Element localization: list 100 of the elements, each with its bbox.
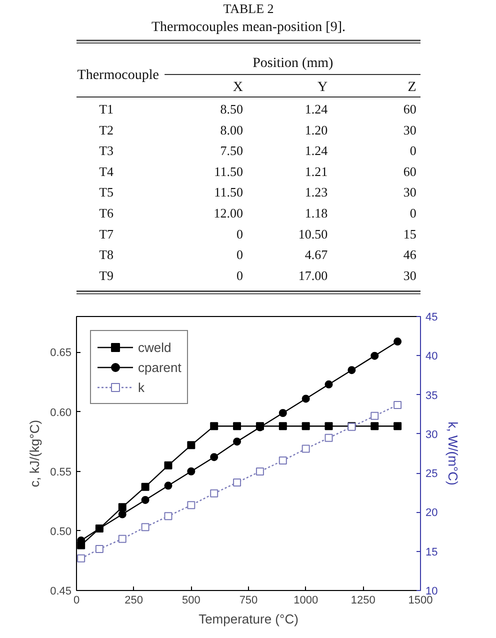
text: 1.18 bbox=[304, 206, 328, 220]
text: Thermocouple bbox=[77, 68, 159, 83]
text: 1.23 bbox=[304, 184, 328, 200]
text: 1.20 bbox=[304, 122, 328, 138]
category-label: T2 bbox=[99, 122, 114, 138]
point bbox=[141, 496, 150, 504]
text: 60 bbox=[403, 164, 416, 179]
y2-tick-label: 20 bbox=[426, 507, 438, 520]
point bbox=[210, 489, 218, 498]
text: 0 bbox=[236, 226, 243, 242]
point bbox=[210, 453, 218, 462]
point bbox=[118, 503, 126, 512]
point bbox=[324, 434, 333, 442]
point bbox=[187, 501, 196, 510]
y-tick-label: 0.45 bbox=[50, 586, 72, 598]
text: 1.24 bbox=[304, 143, 328, 158]
category-label: T5 bbox=[99, 184, 114, 200]
text: 8.50 bbox=[220, 102, 243, 116]
text: 0 bbox=[236, 247, 243, 262]
category-label: T4 bbox=[99, 164, 114, 179]
point bbox=[118, 534, 126, 543]
point bbox=[302, 422, 310, 430]
point bbox=[118, 510, 126, 518]
text: 60 bbox=[403, 102, 416, 116]
point bbox=[394, 338, 402, 346]
category-label: Y bbox=[317, 80, 328, 95]
text: 15 bbox=[403, 226, 416, 242]
point bbox=[164, 482, 172, 490]
text: 11.50 bbox=[214, 184, 243, 200]
point bbox=[141, 482, 150, 491]
y2-tick-label: 30 bbox=[426, 428, 438, 441]
text: 12.00 bbox=[214, 206, 243, 220]
x-tick-label: 1500 bbox=[408, 594, 433, 606]
y-tick-label: 0.55 bbox=[50, 466, 72, 478]
point bbox=[324, 422, 333, 430]
text: 1.24 bbox=[304, 102, 328, 116]
point bbox=[233, 478, 242, 486]
point bbox=[233, 422, 242, 430]
text: 10.50 bbox=[298, 226, 328, 242]
x-axis-title: Temperature (°C) bbox=[198, 612, 298, 626]
point bbox=[302, 394, 310, 403]
point bbox=[394, 422, 402, 430]
text: 8.00 bbox=[220, 122, 243, 138]
point bbox=[164, 461, 172, 470]
category-label: T3 bbox=[99, 143, 114, 158]
text: 46 bbox=[403, 247, 416, 262]
text: 30 bbox=[403, 122, 416, 138]
point bbox=[278, 422, 287, 430]
x-tick-label: 0 bbox=[73, 594, 80, 606]
point bbox=[77, 554, 86, 562]
x-tick-label: 1000 bbox=[294, 594, 318, 606]
point bbox=[187, 467, 196, 476]
legend-label: cparent bbox=[138, 360, 182, 374]
point bbox=[256, 468, 264, 476]
category-label: X bbox=[232, 80, 243, 95]
point bbox=[302, 444, 310, 453]
point bbox=[187, 441, 196, 450]
text: 7.50 bbox=[220, 143, 243, 158]
point bbox=[164, 512, 172, 520]
y2-tick-label: 10 bbox=[426, 586, 438, 598]
text: 4.67 bbox=[304, 247, 328, 262]
y2-tick-label: 35 bbox=[426, 390, 438, 402]
legend-label: cweld bbox=[138, 340, 172, 354]
point bbox=[370, 412, 379, 420]
text: 0 bbox=[236, 268, 243, 283]
text: TABLE 2 bbox=[223, 1, 274, 16]
text: Thermocouples mean-position [9]. bbox=[152, 20, 346, 35]
x-tick-label: 750 bbox=[239, 594, 258, 606]
text: 1.21 bbox=[304, 164, 328, 179]
text: 17.00 bbox=[298, 268, 328, 283]
category-label: T9 bbox=[99, 268, 114, 283]
point bbox=[370, 352, 379, 360]
point bbox=[210, 422, 218, 430]
legend-label: k bbox=[138, 380, 146, 394]
text: Position (mm) bbox=[252, 56, 334, 71]
y2-tick-label: 25 bbox=[426, 468, 438, 480]
category-label: T1 bbox=[99, 102, 114, 116]
text: 30 bbox=[403, 268, 416, 283]
point bbox=[348, 366, 356, 374]
y2-tick-label: 40 bbox=[426, 350, 438, 363]
text: 0 bbox=[410, 143, 416, 158]
category-label: T6 bbox=[99, 206, 114, 220]
text: 0 bbox=[410, 206, 416, 220]
x-tick-label: 1250 bbox=[350, 594, 376, 606]
point bbox=[141, 523, 150, 532]
x-tick-label: 500 bbox=[182, 594, 200, 606]
category-label: Z bbox=[408, 80, 416, 95]
y-tick-label: 0.50 bbox=[50, 526, 72, 538]
y-axis-title: c, kJ/(kg°C) bbox=[27, 420, 42, 488]
y-tick-label: 0.65 bbox=[50, 347, 72, 360]
point bbox=[324, 380, 333, 388]
y2-tick-label: 45 bbox=[426, 312, 438, 324]
y2-tick-label: 15 bbox=[426, 546, 438, 558]
category-label: T8 bbox=[99, 247, 114, 262]
point bbox=[95, 545, 104, 554]
x-tick-label: 250 bbox=[124, 594, 144, 606]
category-label: T7 bbox=[99, 226, 114, 242]
y2-axis-title: k, W/(m°C) bbox=[446, 422, 461, 486]
point bbox=[278, 456, 287, 465]
text: 30 bbox=[403, 184, 416, 200]
